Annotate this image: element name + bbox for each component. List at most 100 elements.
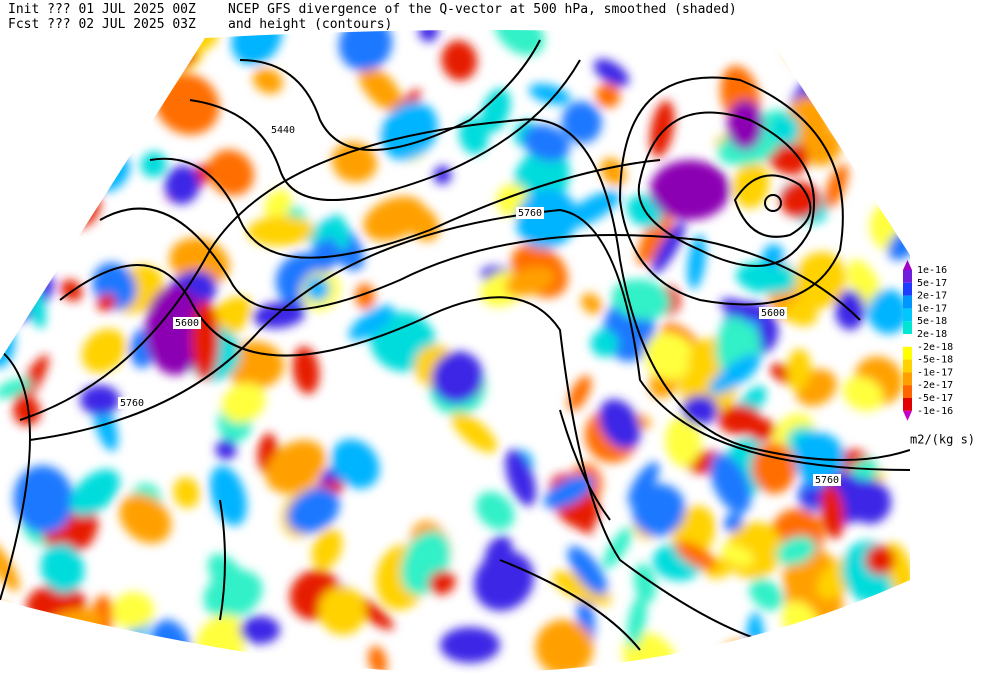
shade-blob [710,453,751,514]
shade-blob [888,132,910,187]
map-subtitle: and height (contours) [228,17,392,32]
shade-blob [598,399,641,450]
shade-blob [29,193,68,234]
shade-blob [776,536,816,566]
colorbar-units: m2/(kg s) [910,433,975,447]
colorbar-label: -5e-17 [917,393,953,404]
shade-blob [252,68,283,94]
shade-blob [145,285,205,375]
contour-label-box [118,397,146,409]
shade-blob [292,346,320,395]
colorbar-swatch [903,321,912,334]
shade-blob [473,550,535,611]
shade-blob [785,30,841,70]
shade-blob [581,293,602,315]
colorbar-swatch [903,308,912,322]
shade-blob [173,477,200,509]
shade-blob [600,157,626,186]
shade-blob [718,405,762,435]
shade-blob [868,63,887,90]
contour-label: 5760 [518,208,542,219]
shade-blob [164,165,200,205]
shade-blob [505,266,555,297]
shade-blob [428,570,456,595]
contour-label-box [759,307,787,319]
shade-blob [40,543,85,594]
colorbar-label: -2e-18 [917,342,953,353]
contour [764,194,782,212]
contour-label: 5760 [120,398,144,409]
map-title: NCEP GFS divergence of the Q-vector at 5… [228,2,737,17]
shade-blob [440,627,500,663]
contour [149,157,661,259]
shade-blob [431,351,483,404]
contour [99,207,861,321]
colorbar-swatch [903,346,912,360]
shade-blob [749,578,784,611]
shade-blob [112,88,137,122]
shade-blob [209,465,247,526]
contour [619,76,844,306]
shade-blob [287,487,340,534]
shade-blob [879,78,910,126]
colorbar-label: -1e-17 [917,367,953,378]
contour-label: 5760 [815,475,839,486]
shade-blob [595,82,621,108]
shade-blob [889,151,910,169]
colorbar-label: 2e-18 [917,329,947,340]
shade-blob [603,527,633,569]
contour [189,59,581,201]
map-area [0,30,910,673]
shade-blob [70,469,120,517]
shade-blob [852,54,878,82]
shade-blob [813,39,853,88]
shade-blob [736,260,800,294]
shade-blob [818,49,854,81]
colorbar-swatch [903,295,912,309]
colorbar-label: 2e-17 [917,291,947,302]
shade-blob [650,160,730,220]
shade-blob [404,204,440,242]
shade-blob [687,234,706,290]
shade-blob [850,40,901,70]
shade-blob [567,546,608,596]
shade-blob [475,491,515,530]
contour-label-box [813,474,841,486]
colorbar-swatch [903,270,912,283]
shade-blob [56,72,103,126]
shade-blob [203,569,263,619]
contour-label: 5600 [175,318,199,329]
shade-blob [0,90,40,134]
contour-label-box [516,207,544,219]
shade-blob [125,44,160,84]
shade-blob [331,439,380,489]
shade-blob [820,484,845,539]
shade-blob [305,276,330,302]
colorbar-label: 1e-17 [917,303,947,314]
colorbar-swatch [903,282,912,296]
colorbar-arrow [903,410,912,421]
shade-blob [418,30,439,42]
colorbar-swatch [903,359,912,373]
shade-blob [0,179,19,198]
colorbar-swatch [903,334,912,347]
shade-blob [627,461,660,506]
shade-blob [318,586,367,635]
shade-blob [665,416,702,467]
shade-blob [0,538,20,592]
contour [637,111,815,267]
shade-blob [247,215,314,246]
shade-blob [32,184,76,226]
shade-blob [627,594,647,648]
colorbar-swatch [903,385,912,398]
colorbar-label: 1e-16 [917,265,947,276]
shade-blob [675,541,717,571]
shade-blob [348,305,394,341]
shade-blob [522,124,570,162]
shade-blob [708,354,761,395]
colorbar-arrow [903,260,912,270]
colorbar-swatch [903,372,912,386]
shade-blob [311,528,343,570]
colorbar-label: 5e-18 [917,316,947,327]
